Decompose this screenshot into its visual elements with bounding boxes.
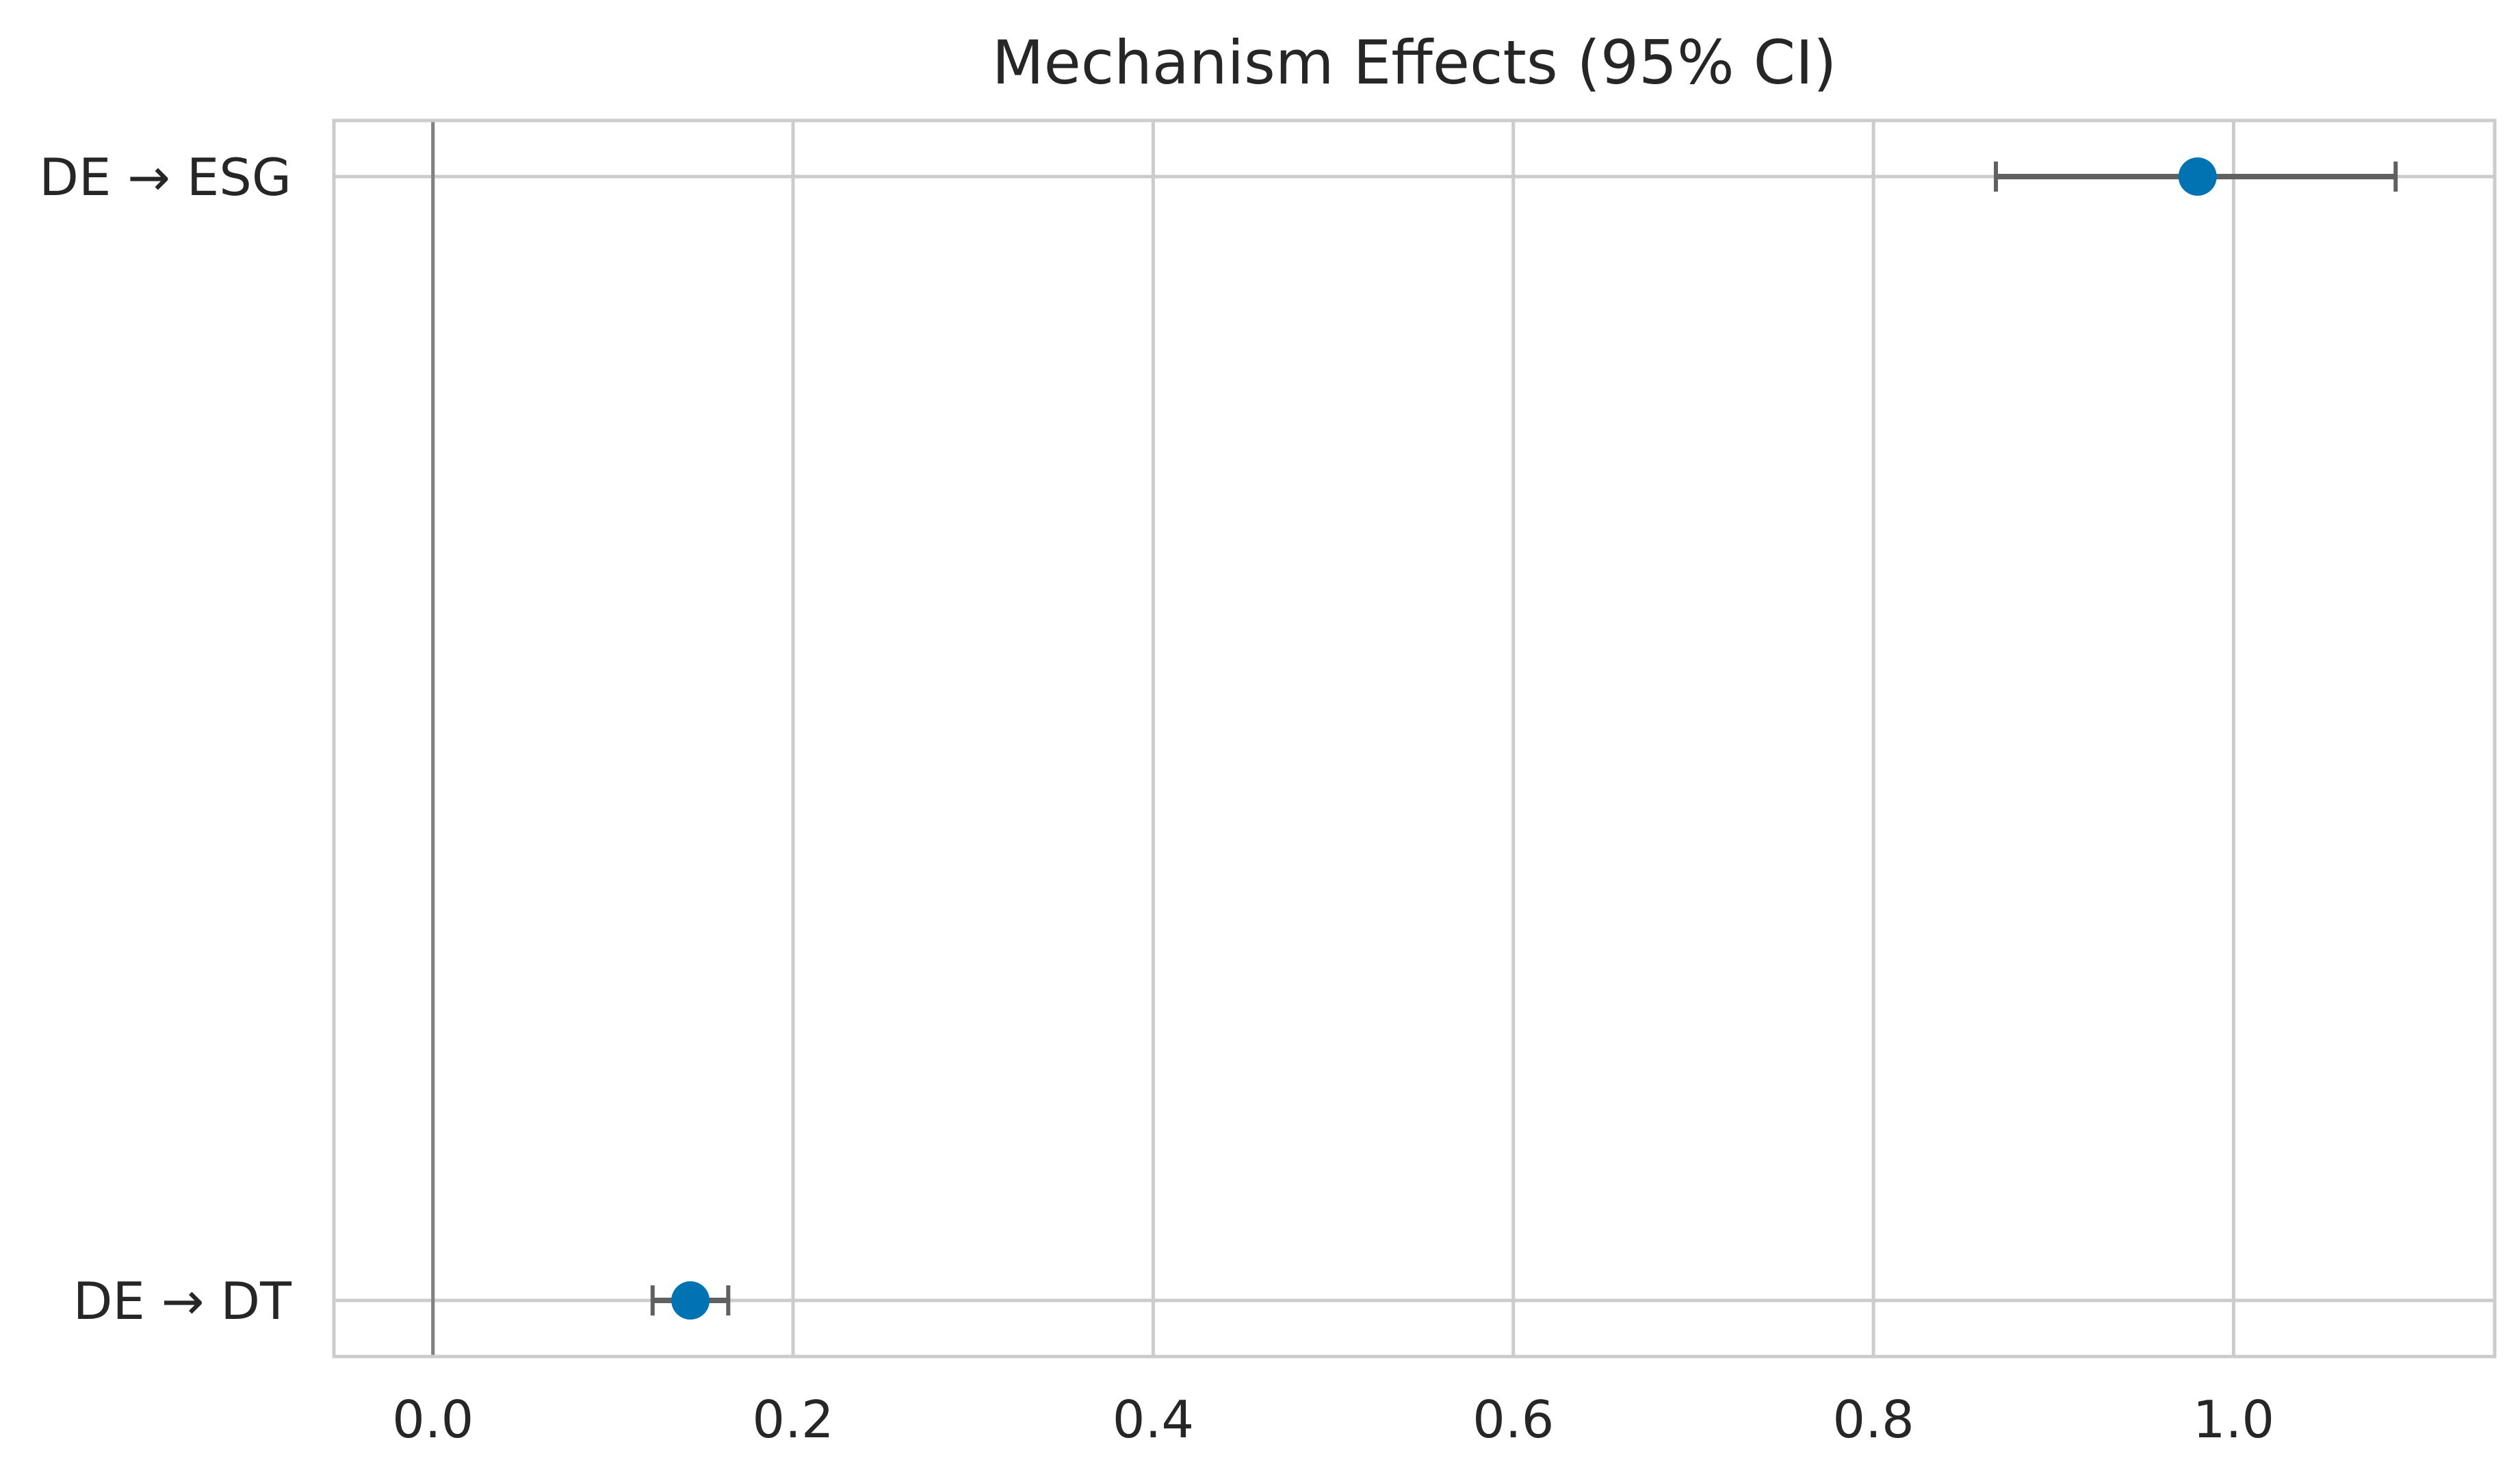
y-tick-label: DE → DT	[73, 1271, 292, 1331]
x-tick-label: 0.4	[1113, 1389, 1194, 1450]
y-tick-label: DE → ESG	[39, 147, 291, 207]
x-tick-label: 0.8	[1832, 1389, 1914, 1450]
plot-frame	[332, 118, 2497, 1359]
x-tick-label: 0.6	[1472, 1389, 1554, 1450]
y-tick-labels: DE → ESG DE → DT	[39, 147, 292, 1331]
x-tick-labels: 0.0 0.2 0.4 0.6 0.8 1.0	[392, 1389, 2274, 1450]
x-tick-label: 0.2	[752, 1389, 833, 1450]
data-layer	[650, 157, 2398, 1320]
x-tick-label: 1.0	[2193, 1389, 2274, 1450]
estimate-point	[2178, 157, 2217, 196]
estimate-point	[671, 1281, 710, 1320]
chart-title: Mechanism Effects (95% CI)	[992, 27, 1837, 98]
grid-layer	[334, 120, 2495, 1357]
x-tick-label: 0.0	[392, 1389, 473, 1450]
